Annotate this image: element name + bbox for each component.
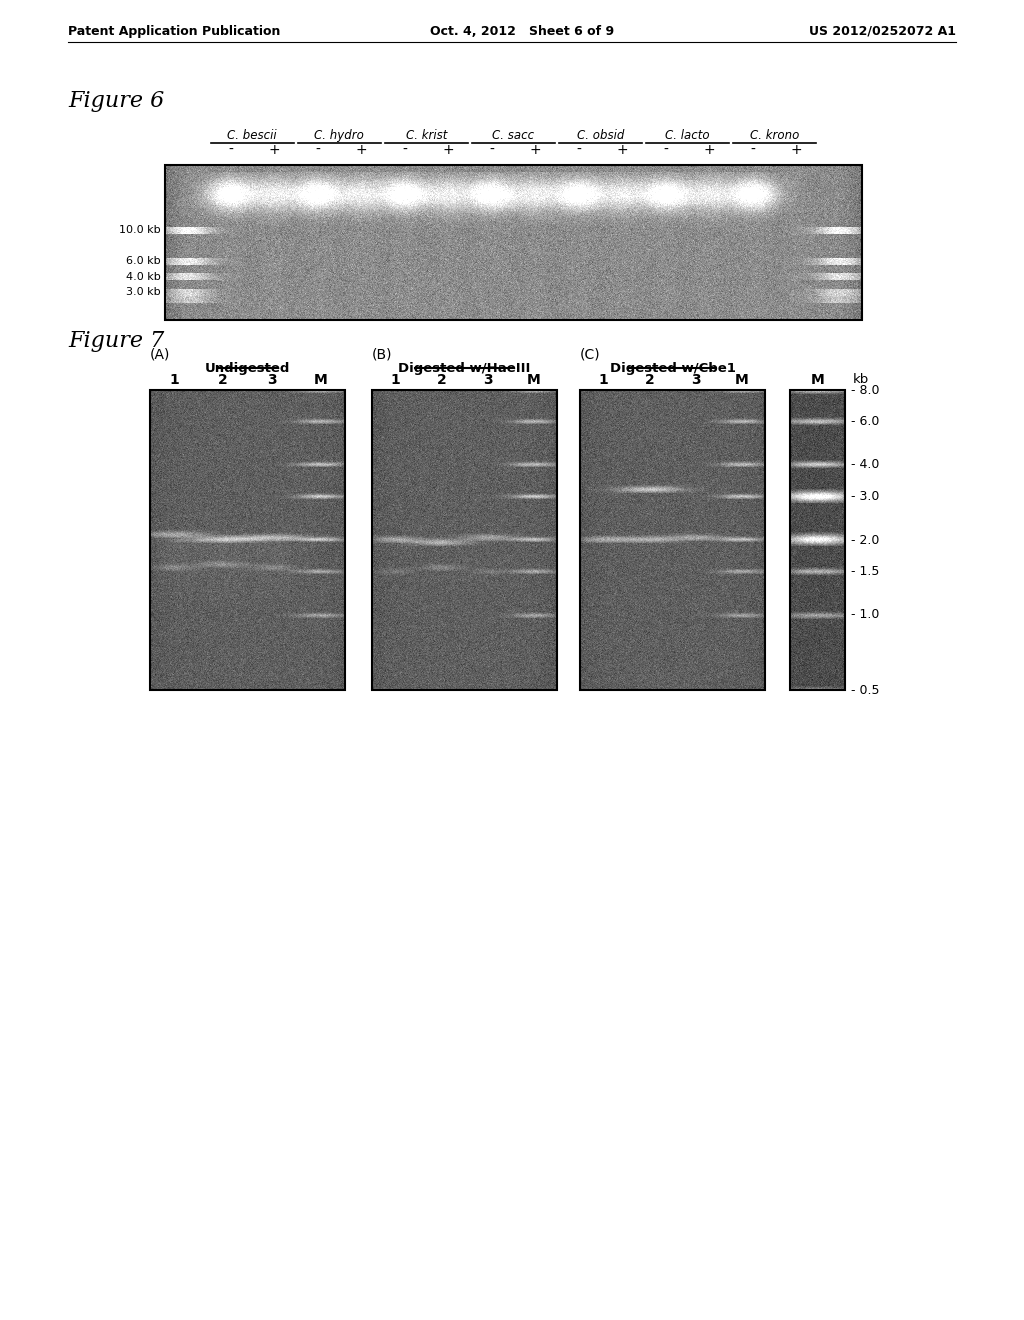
Text: 3: 3	[267, 374, 276, 387]
Text: Figure 6: Figure 6	[68, 90, 164, 112]
Bar	[580, 389, 765, 690]
Text: +: +	[355, 143, 367, 157]
Text: 2: 2	[644, 374, 654, 387]
Text: - 6.0: - 6.0	[851, 414, 880, 428]
Text: +: +	[442, 143, 454, 157]
Text: +: +	[268, 143, 280, 157]
Text: (B): (B)	[372, 348, 392, 362]
Text: +: +	[529, 143, 541, 157]
Text: C. krist: C. krist	[406, 129, 447, 143]
Text: Patent Application Publication: Patent Application Publication	[68, 25, 281, 38]
Bar	[372, 389, 557, 690]
Text: Figure 7: Figure 7	[68, 330, 164, 352]
Text: 2: 2	[218, 374, 228, 387]
Text: -: -	[315, 143, 319, 157]
Text: Oct. 4, 2012   Sheet 6 of 9: Oct. 4, 2012 Sheet 6 of 9	[430, 25, 614, 38]
Text: +: +	[616, 143, 628, 157]
Text: - 8.0: - 8.0	[851, 384, 880, 396]
Text: - 1.0: - 1.0	[851, 609, 880, 622]
Text: -: -	[751, 143, 756, 157]
Text: C. hydro: C. hydro	[314, 129, 365, 143]
Text: Undigested: Undigested	[205, 362, 290, 375]
Text: 3: 3	[482, 374, 493, 387]
Text: - 4.0: - 4.0	[851, 458, 880, 471]
Text: - 1.5: - 1.5	[851, 565, 880, 578]
Text: - 2.0: - 2.0	[851, 533, 880, 546]
Text: M: M	[735, 374, 749, 387]
Text: (A): (A)	[150, 348, 170, 362]
Text: +: +	[703, 143, 716, 157]
Text: -: -	[402, 143, 407, 157]
Text: US 2012/0252072 A1: US 2012/0252072 A1	[809, 25, 956, 38]
Text: 3.0 kb: 3.0 kb	[126, 286, 161, 297]
Text: M: M	[811, 374, 824, 387]
Text: kb: kb	[853, 374, 869, 385]
Text: 1: 1	[170, 374, 179, 387]
Text: C. lacto: C. lacto	[666, 129, 710, 143]
Text: 2: 2	[436, 374, 446, 387]
Text: Digested w/Cbe1: Digested w/Cbe1	[609, 362, 735, 375]
Text: -: -	[577, 143, 582, 157]
Text: 1: 1	[598, 374, 608, 387]
Text: - 0.5: - 0.5	[851, 684, 880, 697]
Text: -: -	[664, 143, 669, 157]
Text: 1: 1	[390, 374, 400, 387]
Text: 4.0 kb: 4.0 kb	[126, 272, 161, 281]
Text: C. obsid: C. obsid	[577, 129, 625, 143]
Text: 3: 3	[691, 374, 700, 387]
Text: 10.0 kb: 10.0 kb	[120, 226, 161, 235]
Text: +: +	[791, 143, 803, 157]
Text: (C): (C)	[580, 348, 601, 362]
Text: C. krono: C. krono	[751, 129, 800, 143]
Text: -: -	[489, 143, 495, 157]
Text: 6.0 kb: 6.0 kb	[126, 256, 161, 267]
Text: M: M	[313, 374, 328, 387]
Text: C. sacc: C. sacc	[493, 129, 535, 143]
Text: M: M	[527, 374, 541, 387]
Bar	[790, 389, 845, 690]
Text: C. bescii: C. bescii	[227, 129, 276, 143]
Text: - 3.0: - 3.0	[851, 490, 880, 503]
Text: -: -	[228, 143, 232, 157]
Bar	[150, 389, 345, 690]
Text: Digested w/HaeIII: Digested w/HaeIII	[398, 362, 530, 375]
Bar	[165, 165, 862, 319]
